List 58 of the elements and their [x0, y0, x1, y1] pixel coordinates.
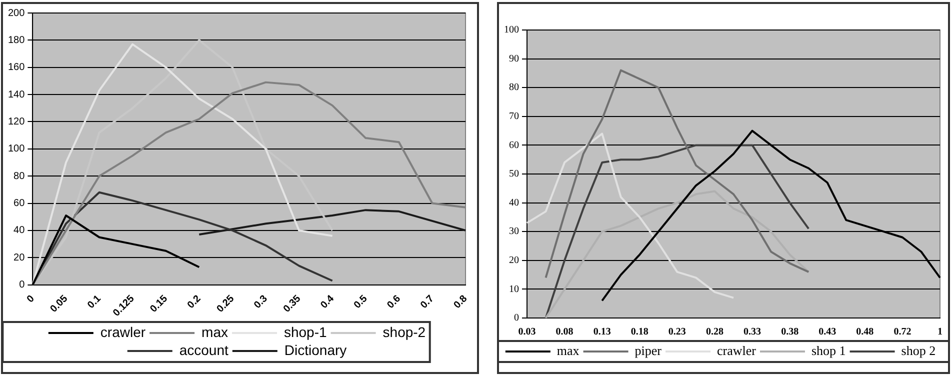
x-tick-label: 0.08 — [556, 326, 574, 338]
x-tick-label: 0.5 — [352, 293, 370, 311]
x-tick-label: 0.4 — [318, 293, 337, 311]
legend-label: account — [179, 342, 229, 358]
x-tick-label: 0 — [25, 293, 38, 306]
y-tick-label: 120 — [8, 116, 26, 128]
x-tick-label: 0.18 — [630, 326, 648, 338]
y-tick-label: 50 — [509, 168, 519, 180]
y-tick-label: 80 — [509, 82, 519, 94]
legend-label: Dictionary — [284, 342, 347, 358]
legend-label: piper — [634, 342, 662, 358]
y-tick-label: 60 — [509, 140, 519, 151]
y-tick-label: 40 — [509, 197, 519, 208]
y-tick-label: 0 — [514, 312, 519, 324]
y-tick-label: 180 — [8, 34, 26, 46]
y-tick-label: 40 — [14, 225, 26, 236]
x-tick-label: 0.13 — [593, 326, 611, 338]
y-tick-label: 10 — [509, 284, 519, 295]
x-tick-label: 0.6 — [385, 293, 404, 311]
x-tick-label: 0.7 — [418, 293, 437, 311]
legend-label: max — [202, 324, 228, 340]
y-tick-label: 30 — [509, 226, 519, 238]
x-tick-label: 0.2 — [186, 293, 204, 311]
y-tick-label: 60 — [14, 198, 26, 210]
legend-label: max — [556, 342, 580, 358]
x-tick-label: 0.48 — [856, 326, 874, 338]
legend-label: shop 1 — [811, 342, 846, 358]
x-tick-label: 0.3 — [252, 293, 270, 311]
x-tick-label: 0.15 — [148, 293, 170, 315]
y-tick-label: 0 — [19, 280, 26, 291]
legend-label: shop-2 — [382, 324, 426, 340]
legend-label: crawler — [100, 324, 146, 340]
x-tick-label: 0.03 — [518, 326, 536, 338]
y-tick-label: 200 — [8, 8, 26, 19]
y-tick-label: 20 — [14, 252, 26, 264]
x-tick-label: 0.43 — [818, 326, 836, 338]
y-tick-label: 100 — [504, 24, 519, 36]
x-tick-label: 1 — [938, 326, 942, 338]
y-tick-label: 70 — [509, 111, 519, 122]
x-tick-label: 0.23 — [668, 326, 686, 338]
y-tick-label: 140 — [8, 89, 26, 100]
x-tick-label: 0.35 — [282, 293, 304, 315]
y-tick-label: 20 — [509, 255, 519, 266]
x-tick-label: 0.33 — [744, 326, 762, 338]
x-tick-label: 0.05 — [48, 293, 70, 315]
x-tick-label: 0.1 — [86, 293, 104, 311]
y-tick-label: 160 — [8, 62, 26, 74]
x-tick-label: 0.72 — [894, 326, 912, 338]
legend-label: shop 2 — [901, 342, 936, 358]
y-tick-label: 100 — [8, 144, 26, 155]
legend-label: shop-1 — [284, 324, 327, 340]
x-tick-label: 0.38 — [781, 326, 799, 338]
x-tick-label: 0.25 — [214, 293, 237, 315]
x-tick-label: 0.28 — [706, 326, 724, 338]
legend-label: crawler — [717, 342, 757, 358]
x-tick-label: 0.8 — [452, 293, 470, 311]
y-tick-label: 80 — [14, 170, 26, 182]
y-tick-label: 90 — [509, 53, 519, 64]
